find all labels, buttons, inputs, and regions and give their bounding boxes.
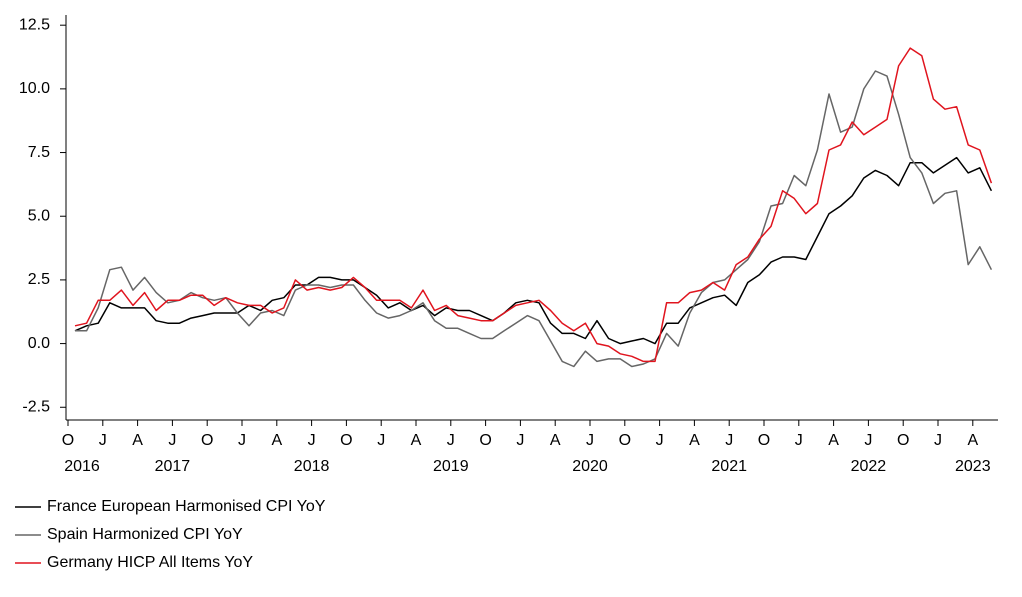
x-tick-label: J: [586, 432, 594, 449]
x-tick-label: A: [828, 432, 839, 449]
x-tick-label: J: [864, 432, 872, 449]
x-tick-label: O: [340, 432, 352, 449]
x-tick-label: J: [725, 432, 733, 449]
x-tick-label: J: [308, 432, 316, 449]
y-tick-label: 5.0: [28, 207, 50, 224]
legend-label: Spain Harmonized CPI YoY: [47, 526, 243, 543]
x-tick-label: A: [411, 432, 422, 449]
x-year-label: 2019: [433, 458, 469, 475]
x-tick-label: J: [795, 432, 803, 449]
x-tick-label: O: [62, 432, 74, 449]
x-tick-label: J: [377, 432, 385, 449]
legend-label: France European Harmonised CPI YoY: [47, 498, 326, 515]
x-tick-label: O: [479, 432, 491, 449]
series-line: [75, 70, 993, 368]
x-year-label: 2016: [64, 458, 100, 475]
x-tick-label: J: [168, 432, 176, 449]
x-tick-label: J: [656, 432, 664, 449]
y-tick-label: 0.0: [28, 335, 50, 352]
x-year-label: 2018: [294, 458, 330, 475]
series-line: [74, 47, 993, 363]
x-tick-label: J: [516, 432, 524, 449]
x-tick-label: J: [934, 432, 942, 449]
x-tick-label: A: [967, 432, 978, 449]
y-tick-label: -2.5: [22, 398, 50, 415]
x-tick-label: O: [619, 432, 631, 449]
x-tick-label: A: [689, 432, 700, 449]
x-tick-label: O: [201, 432, 213, 449]
x-tick-label: A: [132, 432, 143, 449]
x-tick-label: J: [99, 432, 107, 449]
x-year-label: 2023: [955, 458, 991, 475]
x-year-label: 2020: [572, 458, 608, 475]
series-line: [74, 156, 993, 345]
x-tick-label: O: [897, 432, 909, 449]
x-year-label: 2022: [851, 458, 887, 475]
y-tick-label: 12.5: [19, 16, 50, 33]
y-tick-label: 10.0: [19, 80, 50, 97]
x-tick-label: J: [238, 432, 246, 449]
y-tick-label: 2.5: [28, 271, 50, 288]
x-tick-label: J: [447, 432, 455, 449]
y-tick-label: 7.5: [28, 144, 50, 161]
x-tick-label: A: [271, 432, 282, 449]
legend-label: Germany HICP All Items YoY: [47, 554, 253, 571]
x-year-label: 2017: [155, 458, 191, 475]
x-tick-label: O: [758, 432, 770, 449]
x-year-label: 2021: [711, 458, 747, 475]
x-tick-label: A: [550, 432, 561, 449]
